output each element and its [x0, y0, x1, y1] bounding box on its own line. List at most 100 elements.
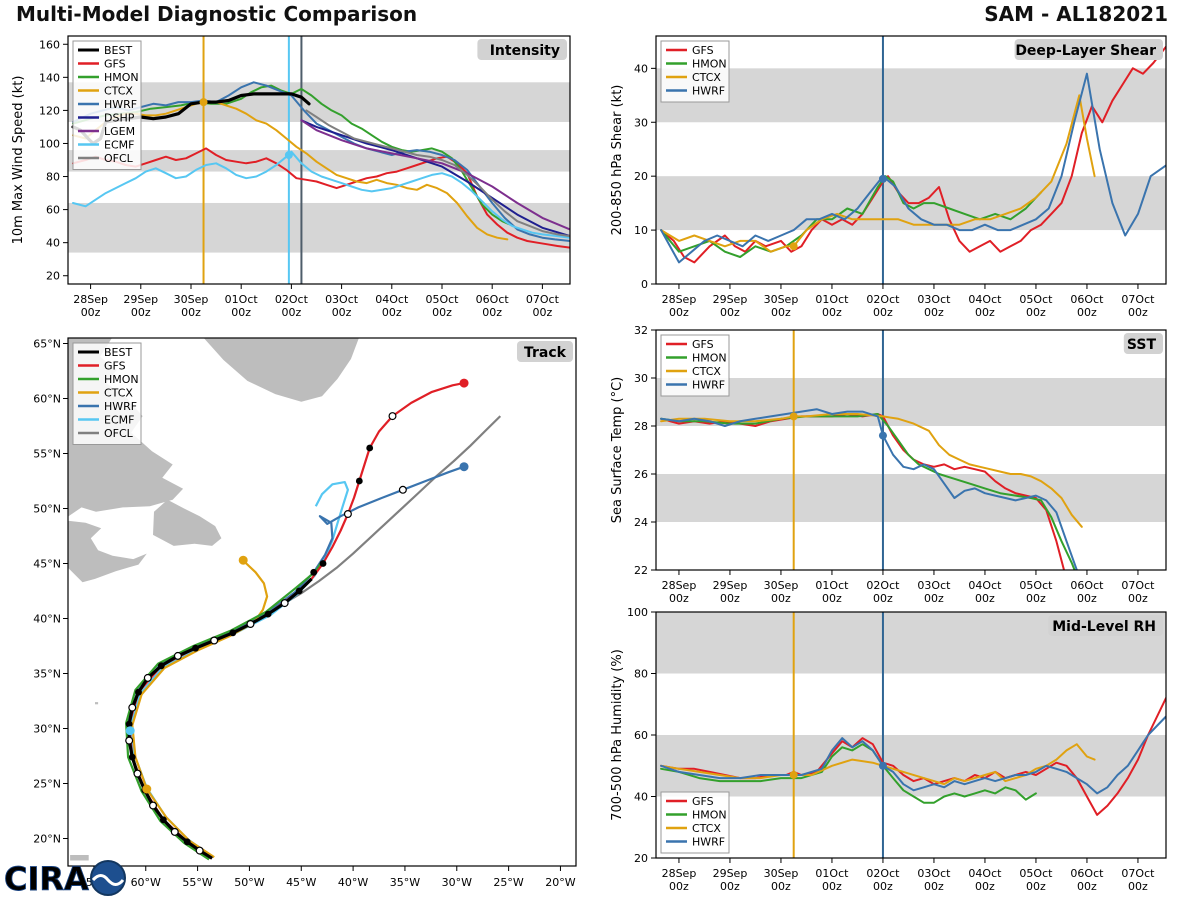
svg-text:00z: 00z	[720, 306, 740, 319]
svg-text:40: 40	[46, 237, 60, 250]
svg-text:00z: 00z	[822, 880, 842, 893]
svg-text:DSHP: DSHP	[104, 112, 135, 125]
svg-text:20: 20	[634, 170, 648, 183]
svg-text:01Oct: 01Oct	[815, 579, 849, 592]
svg-text:00z: 00z	[532, 306, 552, 319]
svg-text:00z: 00z	[771, 880, 791, 893]
svg-text:29Sep: 29Sep	[713, 867, 748, 880]
svg-text:00z: 00z	[975, 880, 995, 893]
position-marker	[238, 555, 248, 565]
svg-text:30: 30	[634, 116, 648, 129]
svg-text:28Sep: 28Sep	[73, 293, 108, 306]
init-marker	[789, 412, 798, 421]
svg-text:00z: 00z	[669, 592, 689, 605]
svg-text:60°W: 60°W	[131, 876, 161, 889]
track-GFS	[128, 382, 465, 860]
position-marker	[264, 610, 272, 618]
position-marker	[229, 629, 237, 637]
storm-title: SAM - AL182021	[984, 2, 1168, 26]
svg-text:40: 40	[634, 791, 648, 804]
svg-text:ECMF: ECMF	[104, 414, 134, 427]
svg-text:CTCX: CTCX	[692, 822, 721, 835]
position-marker	[343, 510, 352, 519]
svg-text:HWRF: HWRF	[692, 379, 725, 392]
svg-text:CTCX: CTCX	[692, 71, 721, 84]
svg-text:00z: 00z	[873, 880, 893, 893]
svg-text:100: 100	[627, 606, 648, 619]
position-marker	[388, 412, 397, 421]
svg-text:HWRF: HWRF	[692, 85, 725, 98]
svg-text:00z: 00z	[382, 306, 402, 319]
svg-text:28Sep: 28Sep	[662, 293, 697, 306]
position-marker	[142, 784, 152, 794]
svg-text:30: 30	[634, 372, 648, 385]
svg-text:120: 120	[39, 104, 60, 117]
position-marker	[170, 827, 179, 836]
svg-text:03Oct: 03Oct	[917, 293, 951, 306]
svg-text:35°W: 35°W	[390, 876, 420, 889]
svg-text:01Oct: 01Oct	[815, 293, 849, 306]
panel-label-chip	[477, 39, 567, 60]
svg-text:30Sep: 30Sep	[174, 293, 209, 306]
svg-text:0: 0	[641, 278, 648, 291]
svg-text:65°N: 65°N	[33, 338, 61, 351]
landmass	[70, 855, 89, 861]
position-marker	[128, 753, 136, 761]
svg-text:00z: 00z	[1128, 306, 1148, 319]
position-marker	[246, 620, 255, 629]
series-HWRF	[660, 408, 1078, 570]
series-HMON	[660, 743, 1037, 804]
svg-text:40°N: 40°N	[33, 613, 61, 626]
svg-text:45°N: 45°N	[33, 558, 61, 571]
svg-text:CTCX: CTCX	[104, 85, 133, 98]
svg-text:ECMF: ECMF	[104, 139, 134, 152]
y-axis-label: 700-500 hPa Humidity (%)	[610, 649, 625, 821]
svg-text:50°N: 50°N	[33, 503, 61, 516]
svg-text:01Oct: 01Oct	[815, 867, 849, 880]
svg-text:00z: 00z	[1077, 306, 1097, 319]
shear-chart: 28Sep00z29Sep00z30Sep00z01Oct00z02Oct00z…	[610, 35, 1167, 319]
svg-text:Intensity: Intensity	[490, 43, 560, 59]
series-HWRF	[660, 72, 1166, 264]
y-axis-label: 10m Max Wind Speed (kt)	[11, 76, 26, 245]
svg-text:Mid-Level RH: Mid-Level RH	[1052, 619, 1156, 635]
svg-text:20: 20	[634, 852, 648, 865]
svg-text:60: 60	[46, 204, 60, 217]
svg-text:30Sep: 30Sep	[764, 293, 799, 306]
svg-text:00z: 00z	[332, 306, 352, 319]
panel-label-chip	[517, 341, 573, 362]
svg-text:02Oct: 02Oct	[275, 293, 309, 306]
cira-logo-wave	[91, 874, 125, 886]
svg-text:BEST: BEST	[104, 346, 132, 359]
svg-text:50°W: 50°W	[234, 876, 264, 889]
svg-text:40: 40	[634, 62, 648, 75]
position-marker	[128, 703, 137, 712]
position-marker	[159, 816, 167, 824]
svg-text:00z: 00z	[231, 306, 251, 319]
svg-text:03Oct: 03Oct	[917, 579, 951, 592]
panel-label-chip	[1014, 39, 1163, 60]
svg-text:GFS: GFS	[692, 338, 714, 351]
track-OFCL	[284, 415, 502, 605]
panel-label-chip	[1123, 333, 1163, 354]
svg-text:OFCL: OFCL	[104, 152, 134, 165]
svg-text:28Sep: 28Sep	[662, 579, 697, 592]
init-marker	[789, 770, 798, 779]
svg-text:HMON: HMON	[692, 58, 727, 71]
svg-text:06Oct: 06Oct	[1070, 293, 1104, 306]
series-CTCX	[660, 413, 1083, 528]
svg-text:00z: 00z	[771, 592, 791, 605]
svg-text:05Oct: 05Oct	[1019, 579, 1053, 592]
svg-text:SST: SST	[1127, 337, 1157, 353]
svg-text:00z: 00z	[771, 306, 791, 319]
svg-text:00z: 00z	[1026, 592, 1046, 605]
svg-text:29Sep: 29Sep	[713, 293, 748, 306]
svg-text:100: 100	[39, 137, 60, 150]
svg-text:00z: 00z	[873, 306, 893, 319]
svg-text:40°W: 40°W	[338, 876, 368, 889]
svg-text:00z: 00z	[975, 592, 995, 605]
svg-text:45°W: 45°W	[286, 876, 316, 889]
svg-text:00z: 00z	[1128, 592, 1148, 605]
position-marker	[310, 568, 318, 576]
